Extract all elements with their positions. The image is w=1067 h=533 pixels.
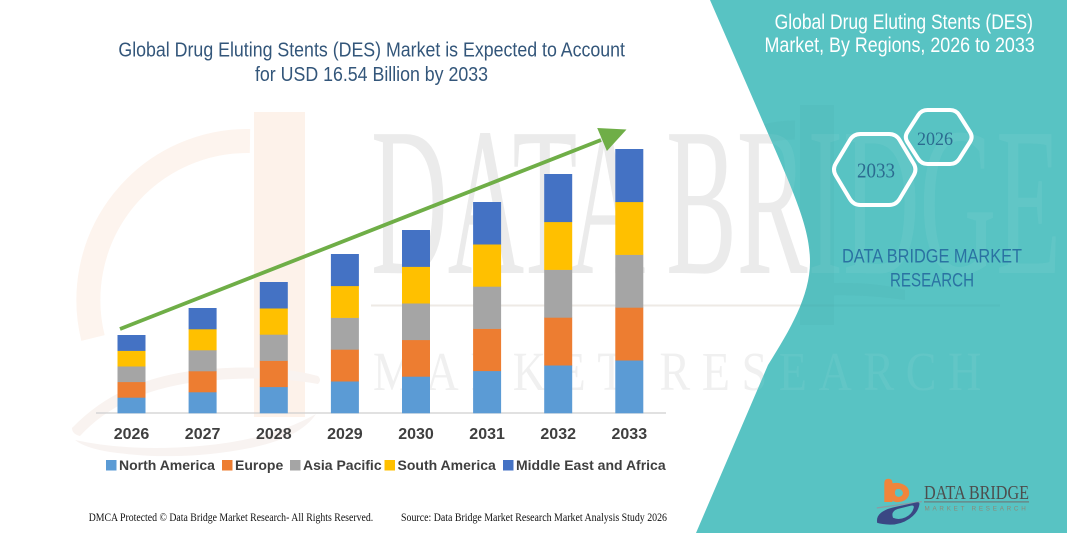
svg-text:MARKET RESEARCH: MARKET RESEARCH xyxy=(925,506,1029,513)
svg-text:DMCA Protected © Data Bridge M: DMCA Protected © Data Bridge Market Rese… xyxy=(89,512,374,524)
svg-text:2030: 2030 xyxy=(398,426,434,443)
svg-text:North America: North America xyxy=(119,457,215,473)
svg-text:DATA BRIDGE MARKET: DATA BRIDGE MARKET xyxy=(842,247,1022,268)
svg-text:2026: 2026 xyxy=(114,426,150,443)
svg-text:2027: 2027 xyxy=(185,426,221,443)
svg-text:2029: 2029 xyxy=(327,426,363,443)
svg-text:2033: 2033 xyxy=(857,159,895,183)
svg-text:2031: 2031 xyxy=(469,426,505,443)
svg-text:Middle East and Africa: Middle East and Africa xyxy=(516,457,666,473)
svg-text:DATA BRIDGE: DATA BRIDGE xyxy=(924,483,1029,504)
svg-text:RESEARCH: RESEARCH xyxy=(890,271,974,292)
svg-text:for USD 16.54 Billion by 2033: for USD 16.54 Billion by 2033 xyxy=(255,64,488,86)
svg-text:Source: Data Bridge Market Res: Source: Data Bridge Market Research Mark… xyxy=(401,512,667,524)
svg-text:Global Drug Eluting Stents (DE: Global Drug Eluting Stents (DES) xyxy=(775,11,1033,34)
svg-text:Asia Pacific: Asia Pacific xyxy=(303,457,382,473)
svg-text:2033: 2033 xyxy=(612,426,648,443)
svg-text:Market, By Regions, 2026 to 20: Market, By Regions, 2026 to 2033 xyxy=(765,34,1035,57)
svg-text:Global Drug Eluting Stents (DE: Global Drug Eluting Stents (DES) Market … xyxy=(118,39,625,61)
svg-text:2026: 2026 xyxy=(917,129,953,150)
svg-text:Europe: Europe xyxy=(235,457,283,473)
svg-text:2032: 2032 xyxy=(540,426,576,443)
svg-text:2028: 2028 xyxy=(256,426,292,443)
svg-text:South America: South America xyxy=(398,457,496,473)
